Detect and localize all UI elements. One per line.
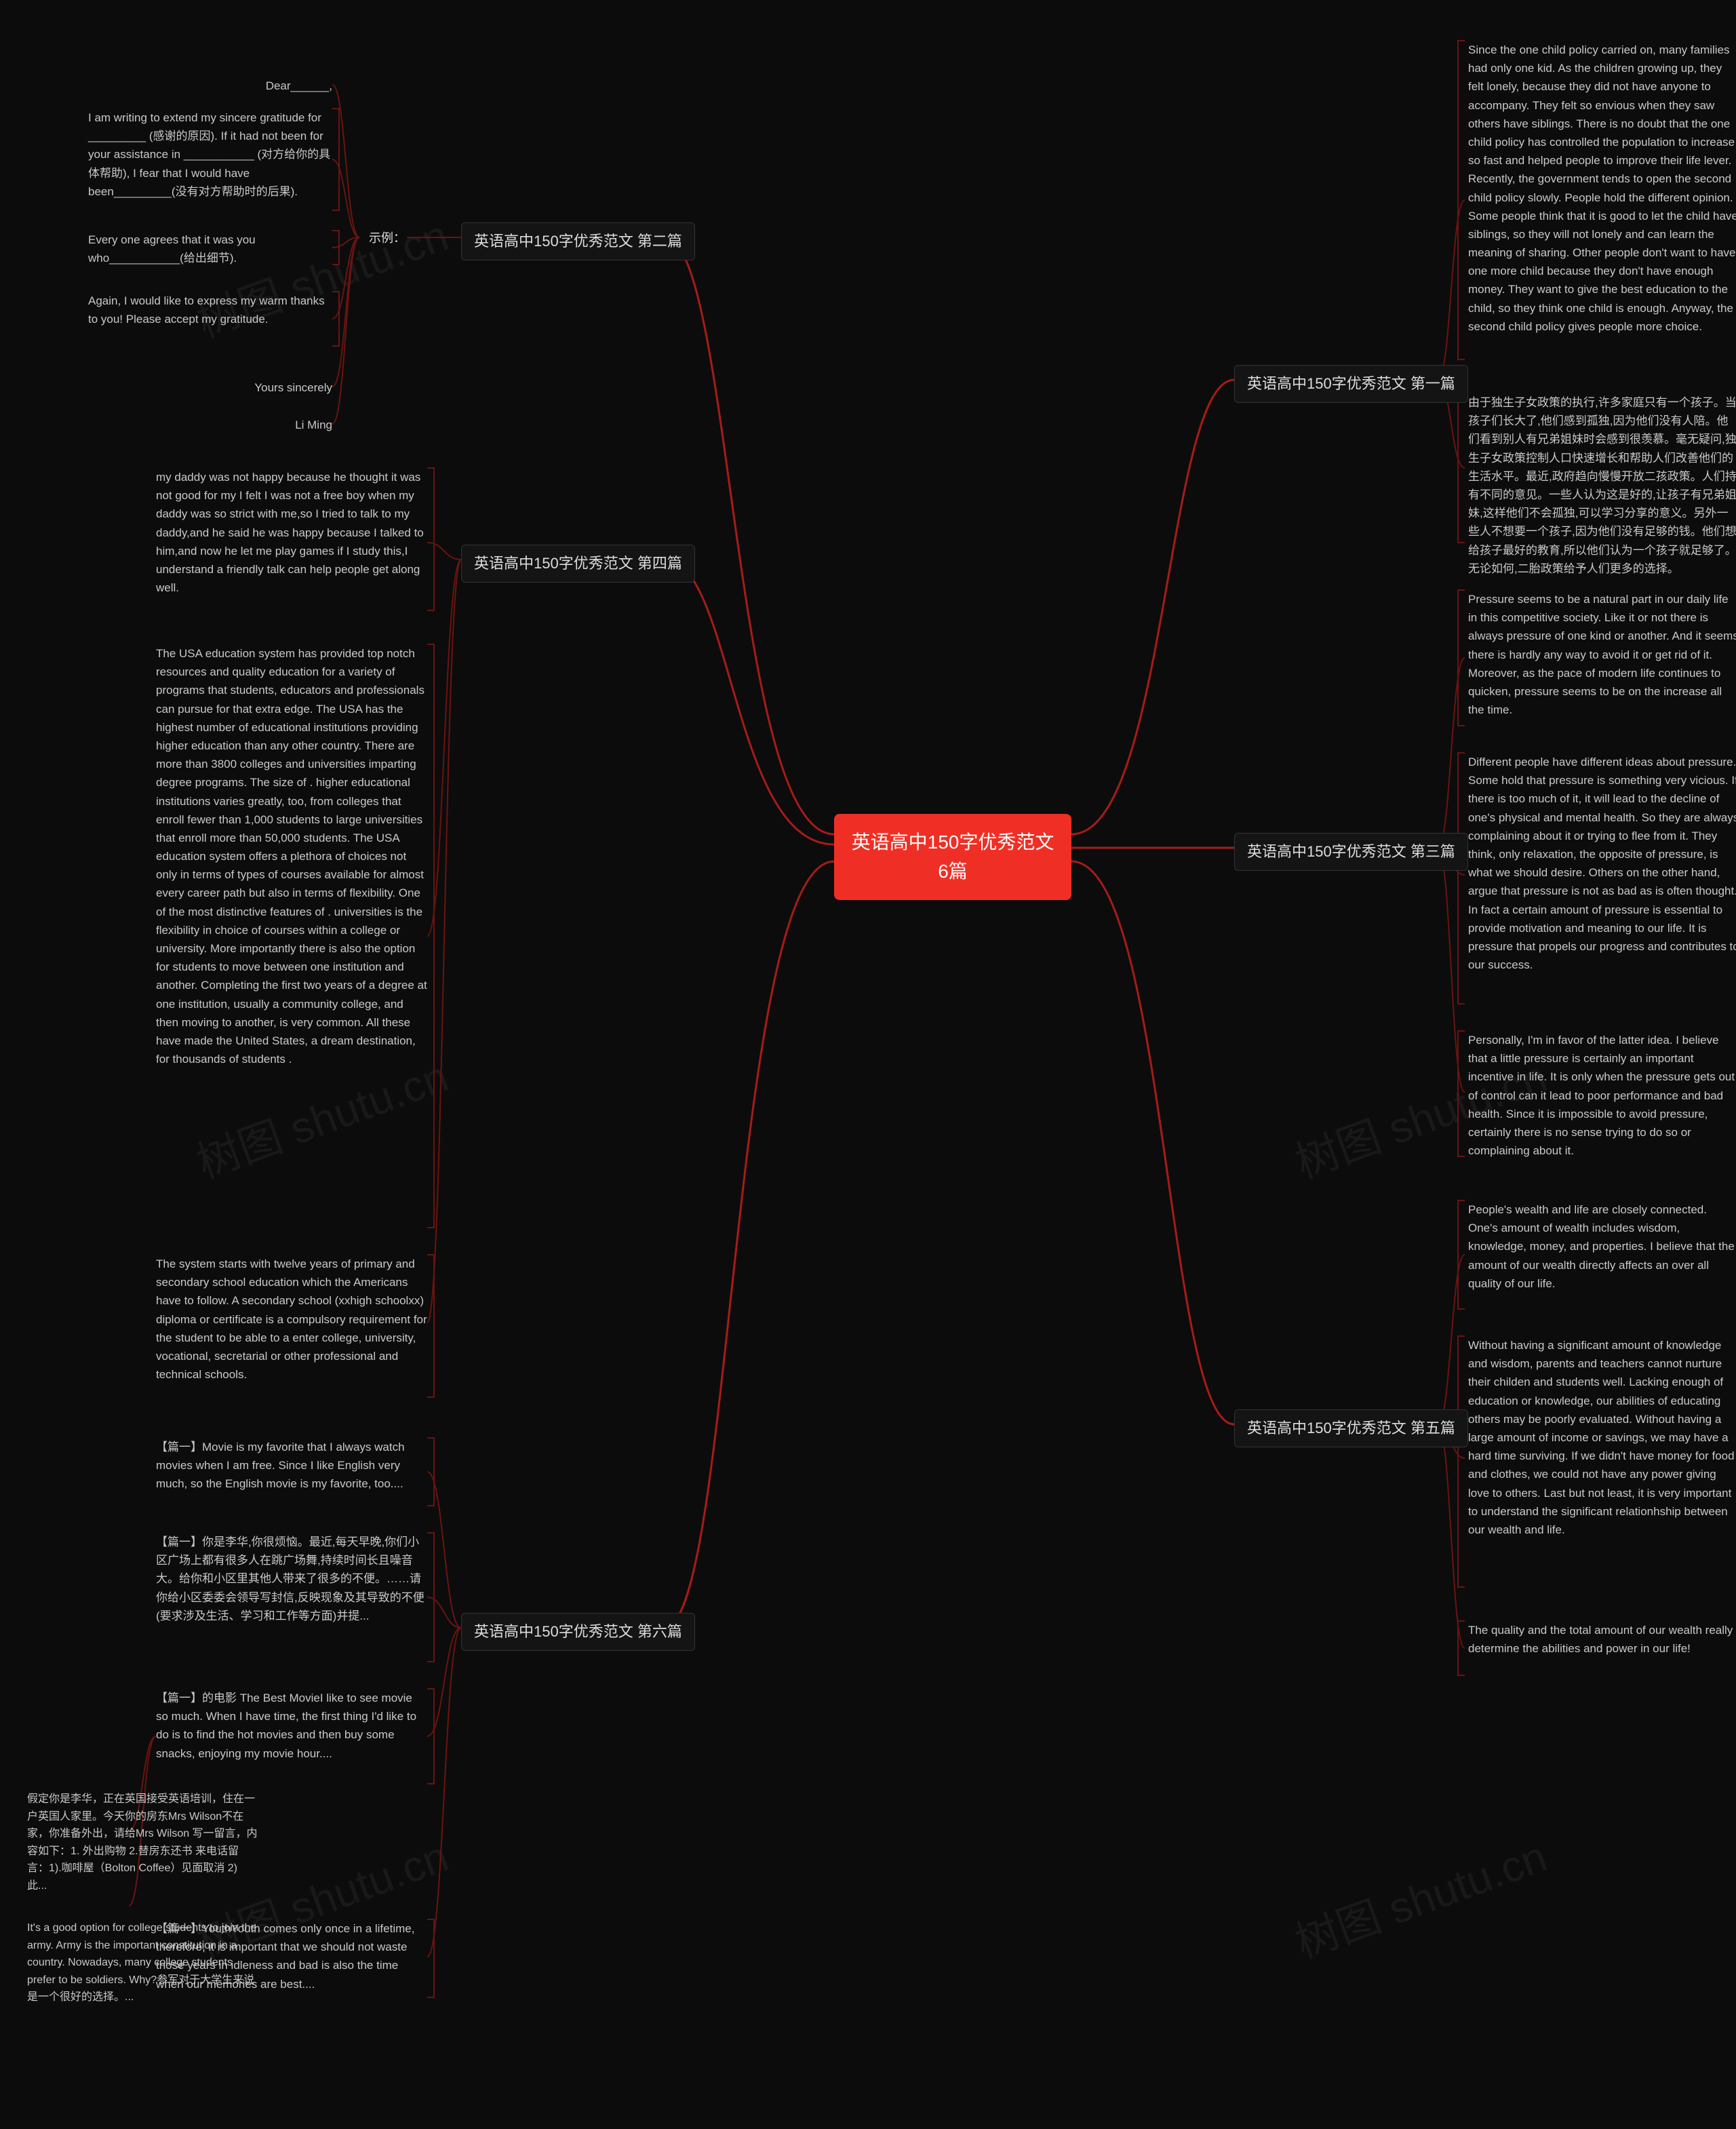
branch-6: 英语高中150字优秀范文 第六篇	[461, 1613, 695, 1651]
leaf-4b: The USA education system has provided to…	[156, 644, 427, 1068]
leaf-3a: Pressure seems to be a natural part in o…	[1468, 590, 1736, 719]
root-node: 英语高中150字优秀范文6篇	[834, 814, 1071, 900]
leaf-1a: Since the one child policy carried on, m…	[1468, 41, 1736, 336]
leaf-1b: 由于独生子女政策的执行,许多家庭只有一个孩子。当孩子们长大了,他们感到孤独,因为…	[1468, 393, 1736, 578]
branch-5: 英语高中150字优秀范文 第五篇	[1234, 1409, 1468, 1447]
branch-2: 英语高中150字优秀范文 第二篇	[461, 222, 695, 260]
watermark: 树图 shutu.cn	[1286, 1822, 1554, 1970]
leaf-2c: Every one agrees that it was you who____…	[88, 231, 332, 267]
leaf-2d: Again, I would like to express my warm t…	[88, 292, 332, 328]
leaf-2a: Dear______,	[88, 77, 332, 95]
leaf-4a: my daddy was not happy because he though…	[156, 468, 427, 597]
leaf-5b: Without having a significant amount of k…	[1468, 1336, 1736, 1539]
leaf-6b: 【篇一】你是李华,你很烦恼。最近,每天早晚,你们小区广场上都有很多人在跳广场舞,…	[156, 1533, 427, 1625]
branch-1: 英语高中150字优秀范文 第一篇	[1234, 365, 1468, 403]
leaf-5c: The quality and the total amount of our …	[1468, 1621, 1736, 1658]
leaf-3b: Different people have different ideas ab…	[1468, 753, 1736, 974]
branch-3: 英语高中150字优秀范文 第三篇	[1234, 833, 1468, 871]
branch-2-sub: 示例：	[362, 225, 412, 252]
leaf-6f: It's a good option for college students …	[27, 1919, 258, 2006]
branch-4: 英语高中150字优秀范文 第四篇	[461, 545, 695, 583]
leaf-2f: Li Ming	[88, 416, 332, 434]
leaf-2b: I am writing to extend my sincere gratit…	[88, 109, 332, 201]
leaf-6e: 假定你是李华，正在英国接受英语培训，住在一户英国人家里。今天你的房东Mrs Wi…	[27, 1791, 258, 1895]
leaf-2e: Yours sincerely	[88, 378, 332, 397]
leaf-6c: 【篇一】的电影 The Best MovieI like to see movi…	[156, 1689, 427, 1763]
leaf-6a: 【篇一】Movie is my favorite that I always w…	[156, 1438, 427, 1493]
leaf-5a: People's wealth and life are closely con…	[1468, 1200, 1736, 1293]
leaf-4c: The system starts with twelve years of p…	[156, 1255, 427, 1384]
leaf-3c: Personally, I'm in favor of the latter i…	[1468, 1031, 1736, 1160]
